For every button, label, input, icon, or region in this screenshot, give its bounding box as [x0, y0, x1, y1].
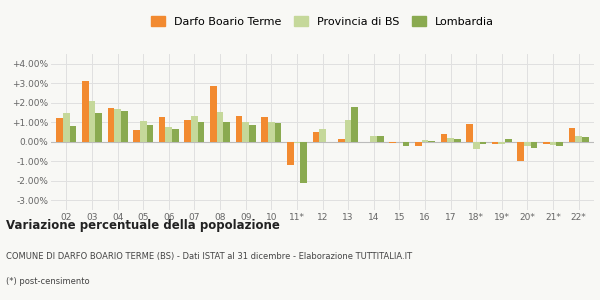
Bar — [242, 122, 249, 142]
Bar — [184, 120, 191, 142]
Bar — [287, 142, 293, 165]
Bar — [543, 142, 550, 144]
Bar — [345, 120, 352, 142]
Bar — [492, 142, 499, 144]
Bar — [338, 139, 345, 142]
Bar — [223, 122, 230, 142]
Bar — [531, 142, 538, 148]
Bar — [56, 118, 63, 142]
Bar — [499, 142, 505, 144]
Bar — [166, 127, 172, 142]
Bar — [140, 121, 146, 142]
Bar — [415, 142, 422, 146]
Bar — [428, 141, 435, 142]
Bar — [191, 116, 198, 142]
Bar — [313, 132, 319, 142]
Bar — [517, 142, 524, 161]
Bar — [82, 81, 89, 142]
Bar — [479, 142, 486, 144]
Bar — [352, 106, 358, 142]
Bar — [217, 112, 223, 142]
Bar — [210, 86, 217, 142]
Bar — [146, 125, 153, 142]
Bar — [466, 124, 473, 142]
Text: (*) post-censimento: (*) post-censimento — [6, 277, 89, 286]
Bar — [403, 142, 409, 146]
Bar — [198, 122, 205, 142]
Bar — [275, 123, 281, 142]
Bar — [582, 137, 589, 142]
Bar — [268, 122, 275, 142]
Bar — [505, 139, 512, 142]
Bar — [121, 110, 128, 142]
Bar — [569, 128, 575, 142]
Bar — [70, 126, 76, 142]
Bar — [440, 134, 447, 142]
Bar — [159, 117, 166, 142]
Bar — [172, 129, 179, 142]
Bar — [575, 136, 582, 142]
Bar — [550, 142, 556, 145]
Bar — [447, 138, 454, 142]
Bar — [473, 142, 479, 148]
Bar — [236, 116, 242, 142]
Bar — [89, 101, 95, 142]
Bar — [293, 142, 300, 143]
Bar — [300, 142, 307, 183]
Bar — [107, 108, 114, 142]
Text: Variazione percentuale della popolazione: Variazione percentuale della popolazione — [6, 220, 280, 232]
Bar — [454, 139, 461, 142]
Bar — [389, 142, 396, 143]
Bar — [95, 112, 102, 142]
Bar — [524, 142, 531, 146]
Bar — [63, 113, 70, 142]
Bar — [114, 109, 121, 142]
Bar — [377, 136, 384, 142]
Bar — [370, 136, 377, 142]
Bar — [556, 142, 563, 146]
Bar — [261, 117, 268, 142]
Bar — [249, 125, 256, 142]
Legend: Darfo Boario Terme, Provincia di BS, Lombardia: Darfo Boario Terme, Provincia di BS, Lom… — [148, 13, 497, 30]
Bar — [319, 129, 326, 142]
Bar — [422, 140, 428, 142]
Bar — [133, 130, 140, 142]
Text: COMUNE DI DARFO BOARIO TERME (BS) - Dati ISTAT al 31 dicembre - Elaborazione TUT: COMUNE DI DARFO BOARIO TERME (BS) - Dati… — [6, 253, 412, 262]
